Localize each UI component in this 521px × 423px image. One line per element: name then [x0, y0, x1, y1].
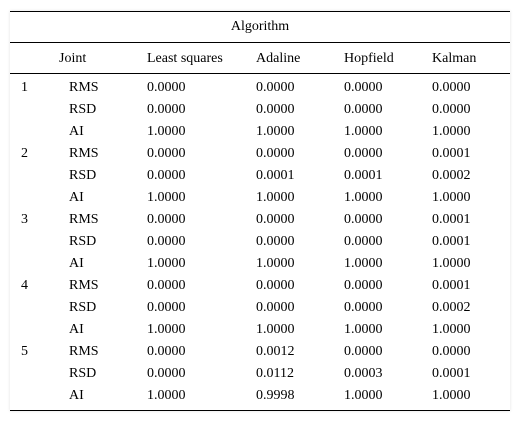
hopfield-cell: 0.0000: [344, 212, 383, 227]
metric-cell: RSD: [69, 234, 97, 249]
caption-rule: [10, 42, 510, 43]
results-table: Algorithm Joint Least squares Adaline Ho…: [10, 11, 510, 411]
least-squares-cell: 0.0000: [147, 102, 186, 117]
metric-cell: RMS: [69, 344, 99, 359]
metric-cell: RMS: [69, 80, 99, 95]
least-squares-cell: 0.0000: [147, 344, 186, 359]
header-rule: [10, 73, 510, 74]
hopfield-cell: 0.0000: [344, 102, 383, 117]
kalman-cell: 0.0002: [432, 168, 471, 183]
joint-number-cell: 3: [21, 212, 28, 227]
joint-number-cell: 5: [21, 344, 28, 359]
header-hopfield: Hopfield: [344, 51, 394, 66]
metric-cell: RMS: [69, 146, 99, 161]
metric-cell: RSD: [69, 168, 97, 183]
adaline-cell: 0.0012: [256, 344, 295, 359]
metric-cell: RSD: [69, 366, 97, 381]
least-squares-cell: 0.0000: [147, 80, 186, 95]
least-squares-cell: 0.0000: [147, 168, 186, 183]
kalman-cell: 1.0000: [432, 256, 471, 271]
adaline-cell: 0.0000: [256, 146, 295, 161]
kalman-cell: 0.0001: [432, 146, 471, 161]
adaline-cell: 1.0000: [256, 124, 295, 139]
joint-number-cell: 4: [21, 278, 28, 293]
bottom-rule: [10, 410, 510, 411]
kalman-cell: 1.0000: [432, 388, 471, 403]
header-least-squares: Least squares: [147, 51, 223, 66]
least-squares-cell: 1.0000: [147, 388, 186, 403]
hopfield-cell: 0.0000: [344, 146, 383, 161]
metric-cell: AI: [69, 256, 84, 271]
adaline-cell: 0.9998: [256, 388, 295, 403]
adaline-cell: 1.0000: [256, 190, 295, 205]
hopfield-cell: 1.0000: [344, 322, 383, 337]
hopfield-cell: 0.0000: [344, 80, 383, 95]
kalman-cell: 0.0001: [432, 366, 471, 381]
top-rule: [10, 11, 510, 12]
hopfield-cell: 0.0000: [344, 278, 383, 293]
least-squares-cell: 1.0000: [147, 124, 186, 139]
hopfield-cell: 0.0003: [344, 366, 383, 381]
least-squares-cell: 0.0000: [147, 234, 186, 249]
kalman-cell: 0.0001: [432, 212, 471, 227]
hopfield-cell: 1.0000: [344, 124, 383, 139]
adaline-cell: 0.0001: [256, 168, 295, 183]
metric-cell: RMS: [69, 212, 99, 227]
hopfield-cell: 0.0000: [344, 344, 383, 359]
least-squares-cell: 0.0000: [147, 278, 186, 293]
joint-number-cell: 2: [21, 146, 28, 161]
table-caption: Algorithm: [230, 19, 290, 34]
metric-cell: RMS: [69, 278, 99, 293]
adaline-cell: 0.0000: [256, 278, 295, 293]
header-kalman: Kalman: [432, 51, 477, 66]
kalman-cell: 0.0001: [432, 234, 471, 249]
metric-cell: AI: [69, 190, 84, 205]
header-adaline: Adaline: [256, 51, 301, 66]
hopfield-cell: 0.0001: [344, 168, 383, 183]
kalman-cell: 0.0000: [432, 344, 471, 359]
least-squares-cell: 0.0000: [147, 212, 186, 227]
hopfield-cell: 0.0000: [344, 300, 383, 315]
kalman-cell: 1.0000: [432, 124, 471, 139]
least-squares-cell: 0.0000: [147, 146, 186, 161]
kalman-cell: 0.0002: [432, 300, 471, 315]
kalman-cell: 0.0000: [432, 80, 471, 95]
metric-cell: RSD: [69, 300, 97, 315]
metric-cell: AI: [69, 124, 84, 139]
kalman-cell: 0.0000: [432, 102, 471, 117]
kalman-cell: 1.0000: [432, 322, 471, 337]
adaline-cell: 1.0000: [256, 322, 295, 337]
joint-number-cell: 1: [21, 80, 28, 95]
adaline-cell: 0.0000: [256, 102, 295, 117]
kalman-cell: 0.0001: [432, 278, 471, 293]
hopfield-cell: 1.0000: [344, 190, 383, 205]
hopfield-cell: 1.0000: [344, 256, 383, 271]
adaline-cell: 1.0000: [256, 256, 295, 271]
least-squares-cell: 1.0000: [147, 256, 186, 271]
metric-cell: AI: [69, 388, 84, 403]
adaline-cell: 0.0000: [256, 300, 295, 315]
least-squares-cell: 0.0000: [147, 300, 186, 315]
hopfield-cell: 0.0000: [344, 234, 383, 249]
least-squares-cell: 1.0000: [147, 322, 186, 337]
least-squares-cell: 0.0000: [147, 366, 186, 381]
adaline-cell: 0.0000: [256, 234, 295, 249]
adaline-cell: 0.0112: [256, 366, 294, 381]
hopfield-cell: 1.0000: [344, 388, 383, 403]
least-squares-cell: 1.0000: [147, 190, 186, 205]
header-joint: Joint: [59, 51, 87, 66]
metric-cell: AI: [69, 322, 84, 337]
adaline-cell: 0.0000: [256, 80, 295, 95]
metric-cell: RSD: [69, 102, 97, 117]
kalman-cell: 1.0000: [432, 190, 471, 205]
adaline-cell: 0.0000: [256, 212, 295, 227]
